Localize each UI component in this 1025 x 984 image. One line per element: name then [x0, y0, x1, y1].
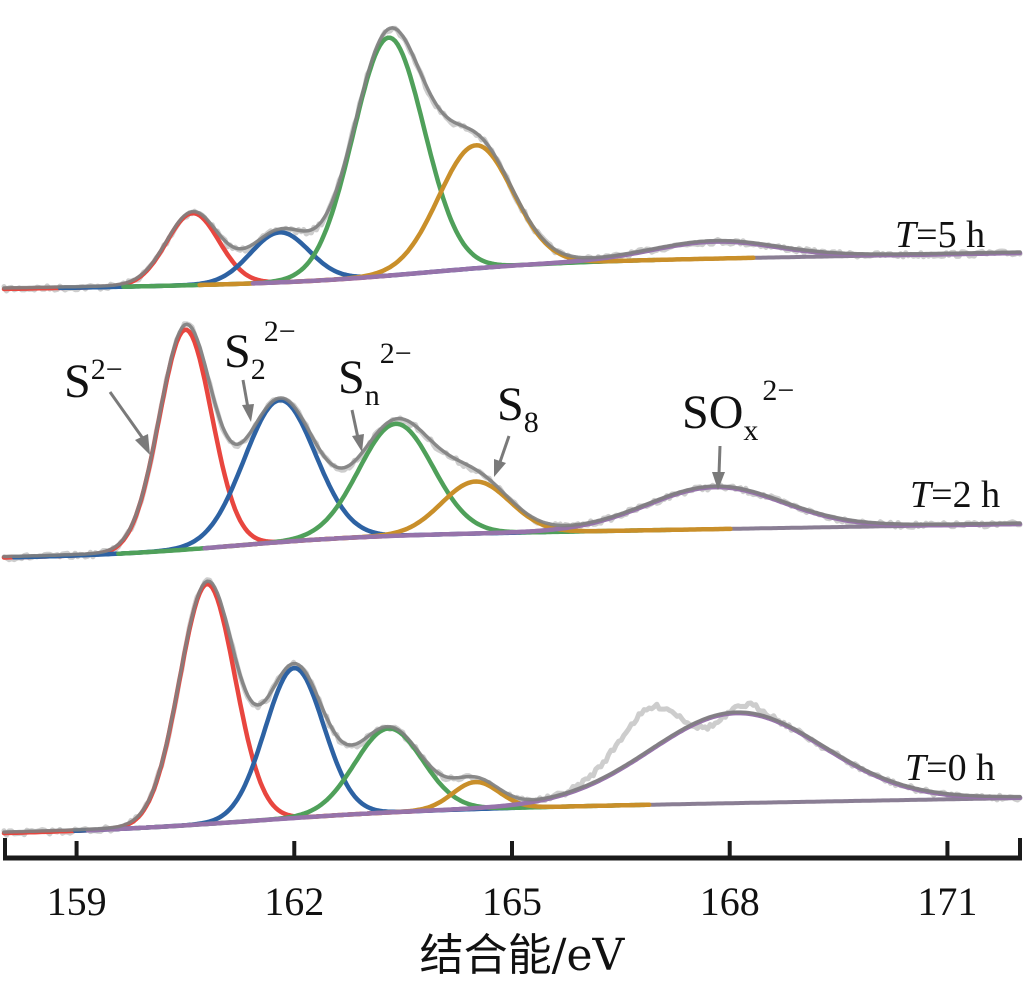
- svg-text:SOx2−: SOx2−: [682, 374, 794, 447]
- component-s22m-t0h: [72, 665, 517, 834]
- annotation-soxm: SOx2−: [682, 374, 794, 490]
- annotation-s22m-sub: 2: [251, 353, 266, 386]
- annotation-s2m: S2−: [64, 353, 150, 455]
- envelope-fit-t0h: [2, 579, 1022, 834]
- x-axis: 159 162 165 168 171 结合能/eV: [3, 838, 1022, 981]
- series-label-2h: T=2 h: [910, 474, 1000, 516]
- annotation-snm-base: S: [338, 351, 365, 404]
- annotation-s22m-sup: 2−: [264, 315, 296, 348]
- envelope-fit-t2h: [2, 322, 1022, 559]
- annotation-s8-arrowhead: [494, 459, 506, 477]
- annotation-snm-sup: 2−: [380, 337, 412, 370]
- annotation-s8: S8: [494, 378, 539, 477]
- annotation-soxm-sub: x: [743, 414, 758, 447]
- x-tick-label-159: 159: [47, 879, 107, 924]
- x-tick-label-165: 165: [482, 879, 542, 924]
- annotation-s22m-base: S: [224, 325, 251, 378]
- annotation-s22m-arrow: [241, 379, 250, 409]
- x-axis-title: 结合能/eV: [420, 930, 626, 981]
- annotation-snm-sub: n: [365, 379, 380, 412]
- annotation-snm-arrowhead: [352, 434, 364, 452]
- annotation-s2m-arrowhead: [135, 434, 150, 455]
- annotation-soxm-arrowhead: [712, 472, 725, 490]
- plot-area: [1, 25, 1023, 838]
- annotation-s8-arrow: [498, 435, 511, 463]
- annotation-soxm-sup: 2−: [762, 374, 794, 407]
- series-labels: T=5 h T=2 h T=0 h: [895, 214, 1000, 789]
- series-label-0h: T=0 h: [905, 747, 995, 789]
- annotation-s22m-arrowhead: [242, 404, 254, 422]
- series-label-5h: T=5 h: [895, 214, 985, 256]
- svg-text:S8: S8: [497, 378, 539, 439]
- component-sn2m-t5h: [121, 35, 657, 289]
- svg-text:S22−: S2 2−: [224, 315, 296, 386]
- svg-text:S2−: S2−: [64, 353, 123, 408]
- annotation-s8-base: S: [497, 378, 524, 431]
- annotation-s8-sub: 8: [524, 406, 539, 439]
- svg-text:Sn2−: Sn2−: [338, 337, 412, 412]
- annotations: S2− S22− Sn2− S8 SOx2−: [64, 315, 794, 490]
- annotation-soxm-base: SO: [682, 386, 743, 439]
- raw-data-t5h: [1, 25, 1023, 294]
- annotation-s2m-sup: 2−: [91, 353, 123, 386]
- annotation-snm-arrow: [350, 409, 360, 439]
- annotation-s2m-base: S: [64, 355, 91, 408]
- x-tick-label-162: 162: [264, 879, 324, 924]
- annotation-snm: Sn2−: [338, 337, 412, 452]
- envelope-fit-t5h: [2, 26, 1022, 290]
- annotation-s2m-arrow: [108, 391, 146, 441]
- x-tick-label-171: 171: [917, 879, 977, 924]
- x-tick-label-168: 168: [700, 879, 760, 924]
- annotation-s22m: S2 2−: [224, 315, 296, 422]
- annotation-soxm-arrow: [717, 445, 722, 475]
- component-s8-t5h: [197, 143, 756, 288]
